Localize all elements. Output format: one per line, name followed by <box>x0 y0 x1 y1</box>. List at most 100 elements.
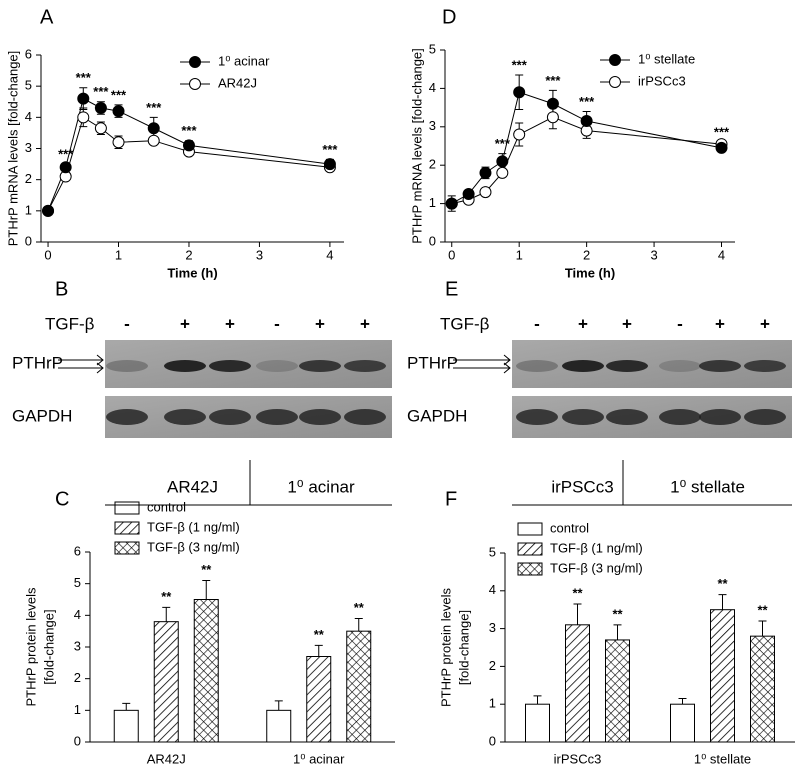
y-tick-label: 3 <box>429 118 436 133</box>
blot-band <box>299 360 341 372</box>
blot-band <box>106 360 148 372</box>
x-tick-label: 1 <box>115 247 122 262</box>
significance-label: *** <box>495 136 511 151</box>
error-bar <box>122 702 131 711</box>
data-point <box>112 105 125 118</box>
band-arrows <box>453 354 511 374</box>
blot-band <box>659 409 701 425</box>
y-axis-label: PTHrP protein levels <box>23 587 38 706</box>
legend-label: TGF-β (1 ng/ml) <box>147 519 240 534</box>
significance-label: *** <box>714 125 730 140</box>
legend-swatch <box>517 562 543 576</box>
x-tick-label: 0 <box>44 247 51 262</box>
legend-label: TGF-β (1 ng/ml) <box>550 540 643 555</box>
treatment-sign: + <box>315 314 325 333</box>
y-tick-label: 0 <box>489 733 496 748</box>
blot-band <box>344 409 386 425</box>
treatment-sign: - <box>677 314 683 333</box>
y-tick-label: 3 <box>25 140 32 155</box>
blot-band <box>744 360 786 372</box>
y-tick-label: 2 <box>429 157 436 172</box>
legend-label: 1⁰ acinar <box>218 53 270 68</box>
blot-band <box>606 360 648 372</box>
bar <box>605 639 630 743</box>
legend-swatch <box>517 542 543 556</box>
y-tick-label: 2 <box>25 171 32 186</box>
data-point <box>42 204 55 217</box>
data-point <box>715 141 728 154</box>
bar <box>193 599 219 743</box>
blot-band <box>606 409 648 425</box>
x-tick-label: 1 <box>516 247 523 262</box>
x-tick-label: irPSCc3 <box>554 751 602 766</box>
data-point <box>182 139 195 152</box>
blot-band <box>344 360 386 372</box>
row-label: PTHrP <box>407 353 458 372</box>
significance-label: ** <box>354 600 365 615</box>
blot-band <box>209 360 251 372</box>
treatment-sign: - <box>274 314 280 333</box>
bar <box>710 609 735 743</box>
blot-band <box>299 409 341 425</box>
blot-band <box>106 409 148 425</box>
treatment-label: TGF-β <box>440 314 490 333</box>
y-tick-label: 2 <box>74 670 81 685</box>
legend-swatch <box>114 541 140 555</box>
significance-label: ** <box>612 606 623 621</box>
y-tick-label: 1 <box>25 202 32 217</box>
row-label: GAPDH <box>12 406 72 425</box>
x-tick-label: 2 <box>185 247 192 262</box>
series-line <box>451 91 722 205</box>
legend-swatch <box>517 522 543 536</box>
bar <box>565 624 590 743</box>
blot-band <box>164 360 206 372</box>
bar <box>266 709 292 743</box>
group-label: AR42J <box>167 477 218 496</box>
y-axis-label: PTHrP protein levels <box>438 588 453 707</box>
bar <box>525 703 550 743</box>
x-tick-label: 4 <box>718 247 725 262</box>
legend-marker <box>609 54 621 66</box>
significance-label: *** <box>93 84 109 99</box>
bar <box>346 630 372 743</box>
treatment-sign: + <box>622 314 632 333</box>
panel-label: D <box>442 6 456 28</box>
treatment-sign: - <box>534 314 540 333</box>
error-bar <box>678 698 687 705</box>
y-tick-label: 5 <box>25 78 32 93</box>
error-bar <box>613 624 622 640</box>
error-bar <box>573 603 582 625</box>
data-point <box>546 97 559 110</box>
blot-band <box>516 409 558 425</box>
group-label: 1⁰ acinar <box>287 477 355 496</box>
data-point <box>479 186 492 199</box>
y-tick-label: 1 <box>429 195 436 210</box>
data-point <box>112 136 125 149</box>
group-label: irPSCc3 <box>551 477 613 496</box>
blot-band <box>256 409 298 425</box>
data-point <box>77 111 90 124</box>
data-point <box>496 155 509 168</box>
treatment-sign: + <box>578 314 588 333</box>
series-line <box>47 97 330 212</box>
x-axis-label: Time (h) <box>167 265 217 280</box>
significance-label: *** <box>545 73 561 88</box>
x-tick-label: 2 <box>583 247 590 262</box>
treatment-sign: + <box>180 314 190 333</box>
blot-band <box>164 409 206 425</box>
significance-label: *** <box>181 123 197 138</box>
data-point <box>580 115 593 128</box>
panel-label: B <box>55 278 68 300</box>
treatment-sign: - <box>124 314 130 333</box>
x-tick-label: 3 <box>650 247 657 262</box>
panel-label: C <box>55 488 69 510</box>
significance-label: *** <box>512 57 528 72</box>
blot-band <box>256 360 298 372</box>
blot-band <box>516 360 558 372</box>
bar <box>670 703 695 743</box>
data-point <box>77 92 90 105</box>
y-tick-label: 4 <box>74 607 81 622</box>
blot-band <box>562 360 604 372</box>
blot-band <box>209 409 251 425</box>
